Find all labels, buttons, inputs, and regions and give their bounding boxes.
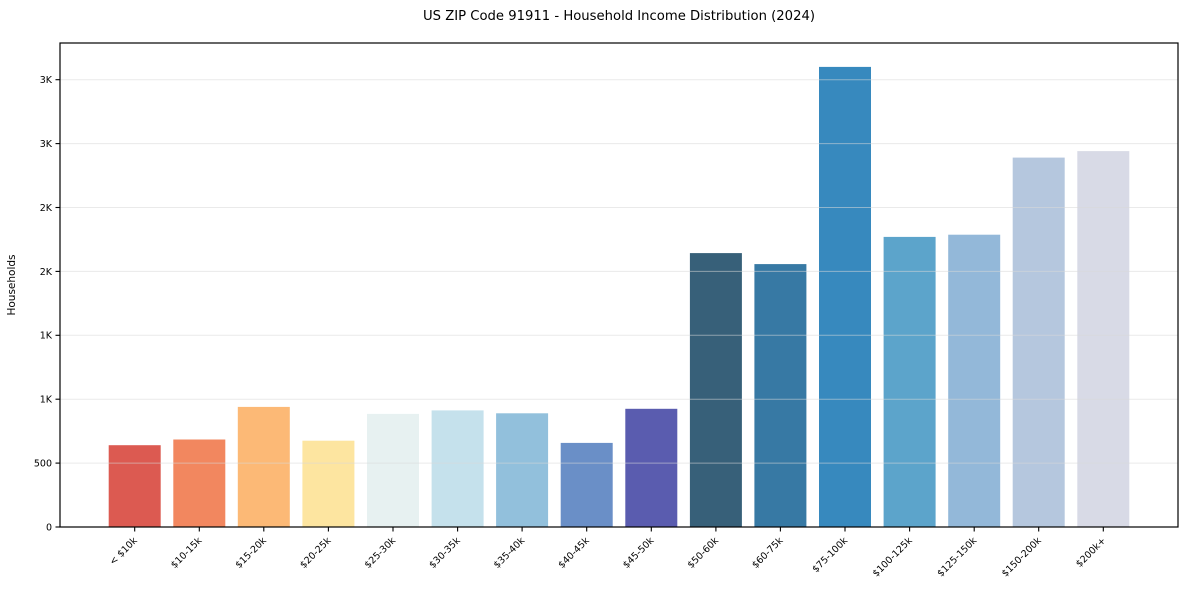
x-tick-label: $75-100k bbox=[810, 535, 850, 575]
y-tick-label: 500 bbox=[34, 459, 52, 470]
bar-11 bbox=[754, 264, 807, 527]
x-tick-label: $45-50k bbox=[621, 535, 657, 571]
x-tick-label: $50-60k bbox=[686, 535, 722, 571]
x-tick-label: $100-125k bbox=[871, 535, 915, 579]
bar-16 bbox=[1077, 151, 1130, 527]
y-tick-label: 0 bbox=[46, 522, 52, 533]
bar-12 bbox=[819, 66, 871, 528]
bars-layer bbox=[108, 66, 1130, 528]
plot-frame bbox=[59, 42, 1179, 528]
bar-7 bbox=[496, 413, 549, 527]
bar-13 bbox=[883, 236, 936, 527]
x-tick-label: $40-45k bbox=[556, 535, 592, 571]
bar-1 bbox=[108, 445, 161, 527]
x-tick-label: $10-15k bbox=[169, 535, 205, 571]
bar-4 bbox=[302, 440, 355, 527]
bar-8 bbox=[560, 442, 613, 527]
y-tick-label: 2K bbox=[40, 203, 53, 214]
bar-10 bbox=[689, 253, 742, 527]
x-tick-label: $35-40k bbox=[492, 535, 528, 571]
x-tick-label: $125-150k bbox=[935, 535, 979, 579]
y-tick-label: 2K bbox=[40, 267, 53, 278]
x-tick-label: $150-200k bbox=[1000, 535, 1044, 579]
chart-title: US ZIP Code 91911 - Household Income Dis… bbox=[422, 9, 815, 24]
bar-14 bbox=[948, 234, 1001, 527]
x-tick-label: $60-75k bbox=[750, 535, 786, 571]
bar-5 bbox=[367, 413, 419, 527]
bar-6 bbox=[431, 410, 484, 527]
bar-9 bbox=[625, 408, 678, 527]
y-tick-label: 3K bbox=[40, 139, 53, 150]
x-tick-label: $25-30k bbox=[363, 535, 399, 571]
y-tick-label: 3K bbox=[40, 75, 53, 86]
y-axis-label: Households bbox=[6, 254, 18, 315]
x-tick-label: $20-25k bbox=[298, 535, 334, 571]
bar-15 bbox=[1012, 157, 1065, 527]
x-tick-label: $30-35k bbox=[427, 535, 463, 571]
x-tick-label: $15-20k bbox=[233, 535, 269, 571]
gridlines-layer bbox=[60, 79, 1178, 464]
y-tick-label: 1K bbox=[40, 331, 53, 342]
x-tick-label: < $10k bbox=[108, 535, 141, 568]
bar-2 bbox=[173, 439, 226, 527]
x-tick-label: $200k+ bbox=[1074, 535, 1108, 569]
bar-3 bbox=[237, 406, 290, 527]
y-tick-label: 1K bbox=[40, 395, 53, 406]
